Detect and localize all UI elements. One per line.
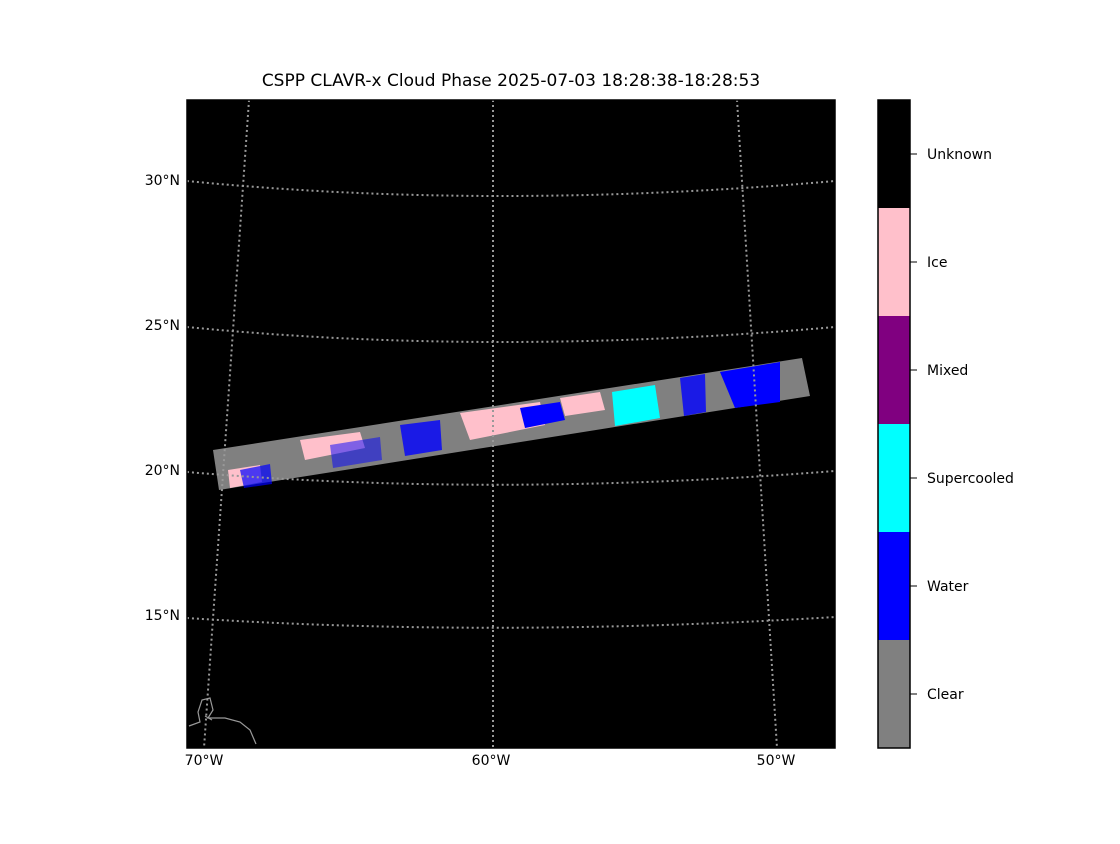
meridian (736, 99, 778, 749)
lon-label: 70°W (185, 753, 224, 769)
colorbar-label: Ice (927, 255, 947, 271)
colorbar-frame (877, 99, 911, 749)
colorbar-label: Water (927, 579, 969, 595)
coastline (188, 697, 257, 745)
map (186, 99, 836, 749)
lat-label: 15°N (145, 608, 180, 624)
colorbar-segment (878, 640, 910, 748)
swath-water (400, 420, 442, 456)
swath (213, 358, 810, 490)
map-frame (186, 99, 836, 749)
swath-supercooled (612, 385, 660, 426)
lon-label: 50°W (757, 753, 796, 769)
colorbar-segment (878, 316, 910, 424)
swath-water (680, 374, 706, 416)
colorbar-label: Clear (927, 687, 964, 703)
colorbar-segment (878, 208, 910, 316)
colorbar-label: Unknown (927, 147, 992, 163)
swath-water (520, 402, 565, 428)
meridian (203, 99, 250, 749)
parallel (186, 326, 836, 343)
swath-ice (560, 392, 605, 416)
lat-label: 20°N (145, 463, 180, 479)
swath-water (240, 464, 272, 488)
swath-water (720, 362, 780, 408)
colorbar-label: Mixed (927, 363, 968, 379)
colorbar-segment (878, 424, 910, 532)
parallel (186, 180, 836, 197)
lat-labels: 30°N 25°N 20°N 15°N (145, 173, 180, 624)
parallel (186, 470, 836, 486)
lat-label: 25°N (145, 318, 180, 334)
parallel (186, 616, 836, 629)
lon-label: 60°W (472, 753, 511, 769)
lat-label: 30°N (145, 173, 180, 189)
title: CSPP CLAVR-x Cloud Phase 2025-07-03 18:2… (262, 71, 760, 91)
lon-labels: 70°W 60°W 50°W (185, 753, 796, 769)
colorbar: Clear Water Supercooled Mixed Ice Unknown (877, 99, 1014, 749)
colorbar-segment (878, 100, 910, 208)
colorbar-label: Supercooled (927, 471, 1014, 487)
swath-water (330, 437, 382, 468)
colorbar-segment (878, 532, 910, 640)
